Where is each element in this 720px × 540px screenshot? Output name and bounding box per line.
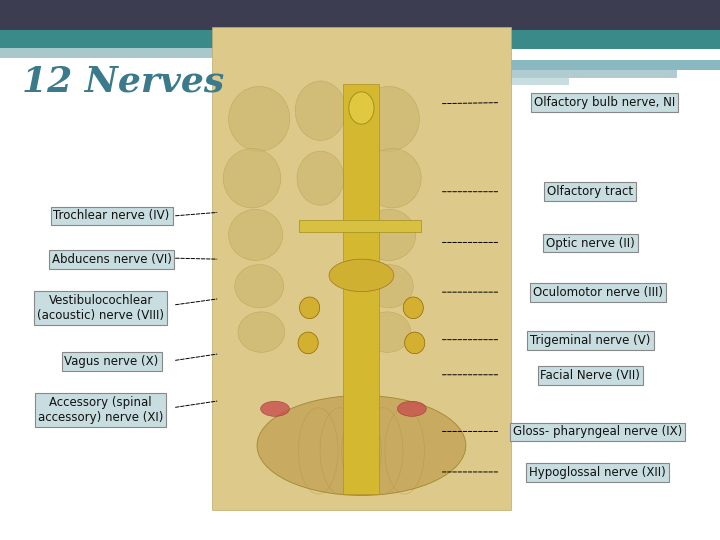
Text: Vagus nerve (X): Vagus nerve (X) xyxy=(65,355,158,368)
Ellipse shape xyxy=(298,332,318,354)
Ellipse shape xyxy=(295,81,346,140)
Text: Vestibulocochlear
(acoustic) nerve (VIII): Vestibulocochlear (acoustic) nerve (VIII… xyxy=(37,294,164,322)
Ellipse shape xyxy=(235,265,284,308)
Ellipse shape xyxy=(300,297,320,319)
FancyBboxPatch shape xyxy=(0,48,432,58)
Ellipse shape xyxy=(229,86,289,151)
Ellipse shape xyxy=(359,86,420,151)
Ellipse shape xyxy=(238,312,285,352)
Text: Olfactory tract: Olfactory tract xyxy=(547,185,634,198)
FancyBboxPatch shape xyxy=(343,84,379,494)
Ellipse shape xyxy=(364,265,413,308)
Text: Trochlear nerve (IV): Trochlear nerve (IV) xyxy=(53,210,170,222)
Ellipse shape xyxy=(405,332,425,354)
Ellipse shape xyxy=(364,312,410,352)
Text: Gloss- pharyngeal nerve (IX): Gloss- pharyngeal nerve (IX) xyxy=(513,426,683,438)
Ellipse shape xyxy=(403,297,423,319)
FancyBboxPatch shape xyxy=(212,27,511,510)
Text: Optic nerve (II): Optic nerve (II) xyxy=(546,237,635,249)
FancyBboxPatch shape xyxy=(0,0,720,30)
Text: Accessory (spinal
accessory) nerve (XI): Accessory (spinal accessory) nerve (XI) xyxy=(38,396,163,424)
Ellipse shape xyxy=(257,395,466,496)
Text: Facial Nerve (VII): Facial Nerve (VII) xyxy=(541,369,640,382)
Text: Olfactory bulb nerve, NI: Olfactory bulb nerve, NI xyxy=(534,96,675,109)
Ellipse shape xyxy=(364,148,421,208)
FancyBboxPatch shape xyxy=(0,30,720,49)
FancyBboxPatch shape xyxy=(425,60,720,70)
Text: 12 Nerves: 12 Nerves xyxy=(22,65,224,99)
Text: Abducens nerve (VI): Abducens nerve (VI) xyxy=(52,253,171,266)
Ellipse shape xyxy=(223,148,281,208)
Text: Hypoglossal nerve (XII): Hypoglossal nerve (XII) xyxy=(529,466,666,479)
Text: Trigeminal nerve (V): Trigeminal nerve (V) xyxy=(530,334,651,347)
Ellipse shape xyxy=(329,259,394,292)
FancyBboxPatch shape xyxy=(425,78,569,85)
Ellipse shape xyxy=(348,92,374,124)
Ellipse shape xyxy=(362,210,416,261)
Ellipse shape xyxy=(397,401,426,416)
FancyBboxPatch shape xyxy=(299,220,421,232)
Ellipse shape xyxy=(229,210,283,261)
Ellipse shape xyxy=(297,151,344,205)
Ellipse shape xyxy=(261,401,289,416)
Text: Oculomotor nerve (III): Oculomotor nerve (III) xyxy=(533,286,662,299)
FancyBboxPatch shape xyxy=(425,70,677,78)
